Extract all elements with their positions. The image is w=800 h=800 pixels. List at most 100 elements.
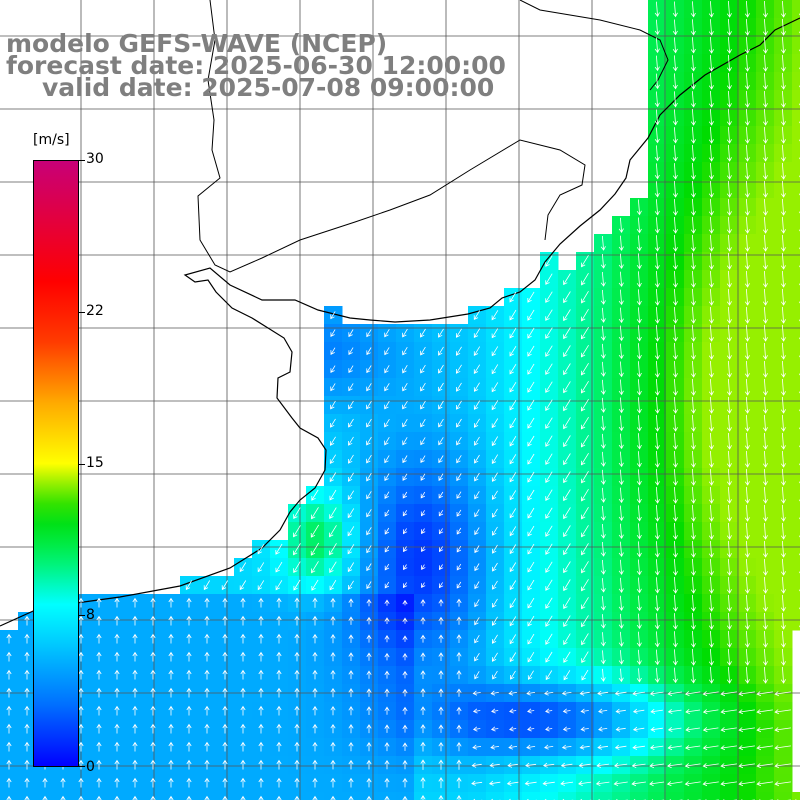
wind-vector-arrow-icon bbox=[527, 381, 535, 393]
wind-vector-arrow-icon bbox=[330, 436, 336, 446]
wind-vector-arrow-icon bbox=[690, 504, 696, 522]
wind-vector-arrow-icon bbox=[456, 364, 462, 374]
wind-vector-arrow-icon bbox=[774, 763, 791, 769]
wind-vector-arrow-icon bbox=[744, 288, 750, 306]
wind-vector-arrow-icon bbox=[632, 708, 645, 714]
wind-vector-arrow-icon bbox=[780, 36, 786, 54]
wind-vector-arrow-icon bbox=[780, 432, 786, 450]
wind-vector-arrow-icon bbox=[384, 759, 390, 770]
wind-vector-arrow-icon bbox=[384, 581, 390, 589]
wind-vector-arrow-icon bbox=[186, 651, 192, 662]
wind-vector-arrow-icon bbox=[690, 360, 696, 378]
wind-vector-arrow-icon bbox=[690, 37, 696, 54]
wind-vector-arrow-icon bbox=[330, 365, 336, 374]
wind-vector-arrow-icon bbox=[690, 667, 696, 684]
wind-vector-arrow-icon bbox=[726, 504, 732, 522]
wind-vector-arrow-icon bbox=[726, 612, 732, 630]
wind-vector-arrow-icon bbox=[456, 473, 462, 482]
wind-vector-arrow-icon bbox=[132, 651, 138, 662]
wind-vector-arrow-icon bbox=[492, 490, 498, 500]
wind-vector-arrow-icon bbox=[366, 670, 372, 679]
wind-vector-arrow-icon bbox=[527, 525, 535, 537]
wind-speed-cell bbox=[792, 504, 800, 523]
wind-vector-arrow-icon bbox=[168, 597, 174, 608]
wind-vector-arrow-icon bbox=[366, 777, 372, 788]
wind-vector-arrow-icon bbox=[456, 795, 462, 800]
wind-vector-arrow-icon bbox=[456, 418, 462, 428]
wind-vector-arrow-icon bbox=[402, 670, 408, 679]
wind-vector-arrow-icon bbox=[581, 506, 589, 520]
wind-speed-cell bbox=[792, 342, 800, 361]
wind-vector-arrow-icon bbox=[329, 543, 337, 556]
wind-vector-arrow-icon bbox=[312, 669, 318, 680]
wind-vector-arrow-icon bbox=[702, 709, 719, 715]
wind-vector-arrow-icon bbox=[240, 795, 246, 800]
wind-vector-arrow-icon bbox=[488, 780, 501, 786]
wind-vector-arrow-icon bbox=[275, 580, 283, 591]
wind-vector-arrow-icon bbox=[563, 615, 571, 628]
wind-vector-arrow-icon bbox=[384, 400, 390, 410]
wind-vector-arrow-icon bbox=[654, 324, 660, 342]
wind-vector-arrow-icon bbox=[672, 378, 678, 396]
wind-vector-arrow-icon bbox=[366, 724, 372, 734]
wind-vector-arrow-icon bbox=[702, 691, 719, 697]
wind-vector-arrow-icon bbox=[618, 379, 624, 396]
wind-vector-arrow-icon bbox=[563, 651, 571, 663]
wind-vector-arrow-icon bbox=[618, 668, 624, 683]
wind-vector-arrow-icon bbox=[636, 523, 642, 540]
wind-vector-arrow-icon bbox=[527, 327, 535, 339]
wind-vector-arrow-icon bbox=[690, 468, 696, 486]
wind-vector-arrow-icon bbox=[672, 432, 678, 450]
wind-vector-arrow-icon bbox=[294, 741, 300, 752]
wind-vector-arrow-icon bbox=[744, 666, 750, 684]
wind-vector-arrow-icon bbox=[762, 270, 768, 288]
wind-vector-arrow-icon bbox=[438, 491, 444, 499]
wind-vector-arrow-icon bbox=[526, 744, 536, 750]
wind-vector-arrow-icon bbox=[545, 507, 553, 519]
wind-speed-cell bbox=[468, 792, 487, 800]
wind-vector-arrow-icon bbox=[780, 108, 786, 126]
wind-vector-arrow-icon bbox=[581, 380, 589, 394]
wind-speed-cell bbox=[792, 324, 800, 343]
wind-vector-arrow-icon bbox=[744, 216, 750, 234]
wind-vector-arrow-icon bbox=[114, 759, 120, 770]
wind-vector-arrow-icon bbox=[240, 741, 246, 752]
wind-vector-arrow-icon bbox=[654, 55, 660, 72]
wind-vector-arrow-icon bbox=[690, 144, 696, 162]
wind-vector-arrow-icon bbox=[6, 777, 12, 788]
wind-vector-arrow-icon bbox=[507, 762, 518, 768]
wind-vector-arrow-icon bbox=[402, 491, 408, 499]
wind-vector-arrow-icon bbox=[438, 688, 444, 697]
wind-vector-arrow-icon bbox=[636, 397, 642, 414]
wind-vector-arrow-icon bbox=[186, 759, 192, 770]
wind-vector-arrow-icon bbox=[276, 759, 282, 770]
wind-vector-arrow-icon bbox=[708, 432, 714, 450]
wind-vector-arrow-icon bbox=[366, 688, 372, 697]
wind-vector-arrow-icon bbox=[384, 527, 390, 535]
wind-vector-arrow-icon bbox=[708, 324, 714, 342]
wind-vector-arrow-icon bbox=[726, 360, 732, 378]
wind-vector-arrow-icon bbox=[509, 435, 517, 447]
wind-vector-arrow-icon bbox=[614, 744, 627, 750]
wind-vector-arrow-icon bbox=[168, 705, 174, 716]
wind-vector-arrow-icon bbox=[738, 709, 755, 715]
wind-vector-arrow-icon bbox=[366, 365, 372, 374]
wind-vector-arrow-icon bbox=[600, 451, 606, 467]
wind-vector-arrow-icon bbox=[24, 795, 30, 800]
wind-vector-arrow-icon bbox=[509, 472, 517, 483]
wind-vector-arrow-icon bbox=[438, 455, 444, 464]
wind-vector-arrow-icon bbox=[456, 436, 462, 446]
wind-vector-arrow-icon bbox=[276, 687, 282, 698]
wind-vector-arrow-icon bbox=[672, 504, 678, 522]
wind-vector-arrow-icon bbox=[708, 1, 714, 18]
wind-speed-cell bbox=[792, 90, 800, 109]
wind-vector-arrow-icon bbox=[78, 687, 84, 698]
wind-vector-arrow-icon bbox=[330, 400, 336, 410]
wind-vector-arrow-icon bbox=[618, 631, 624, 647]
wind-vector-arrow-icon bbox=[276, 723, 282, 734]
wind-speed-cell bbox=[792, 108, 800, 127]
wind-vector-arrow-icon bbox=[649, 762, 664, 769]
wind-vector-arrow-icon bbox=[581, 326, 589, 340]
